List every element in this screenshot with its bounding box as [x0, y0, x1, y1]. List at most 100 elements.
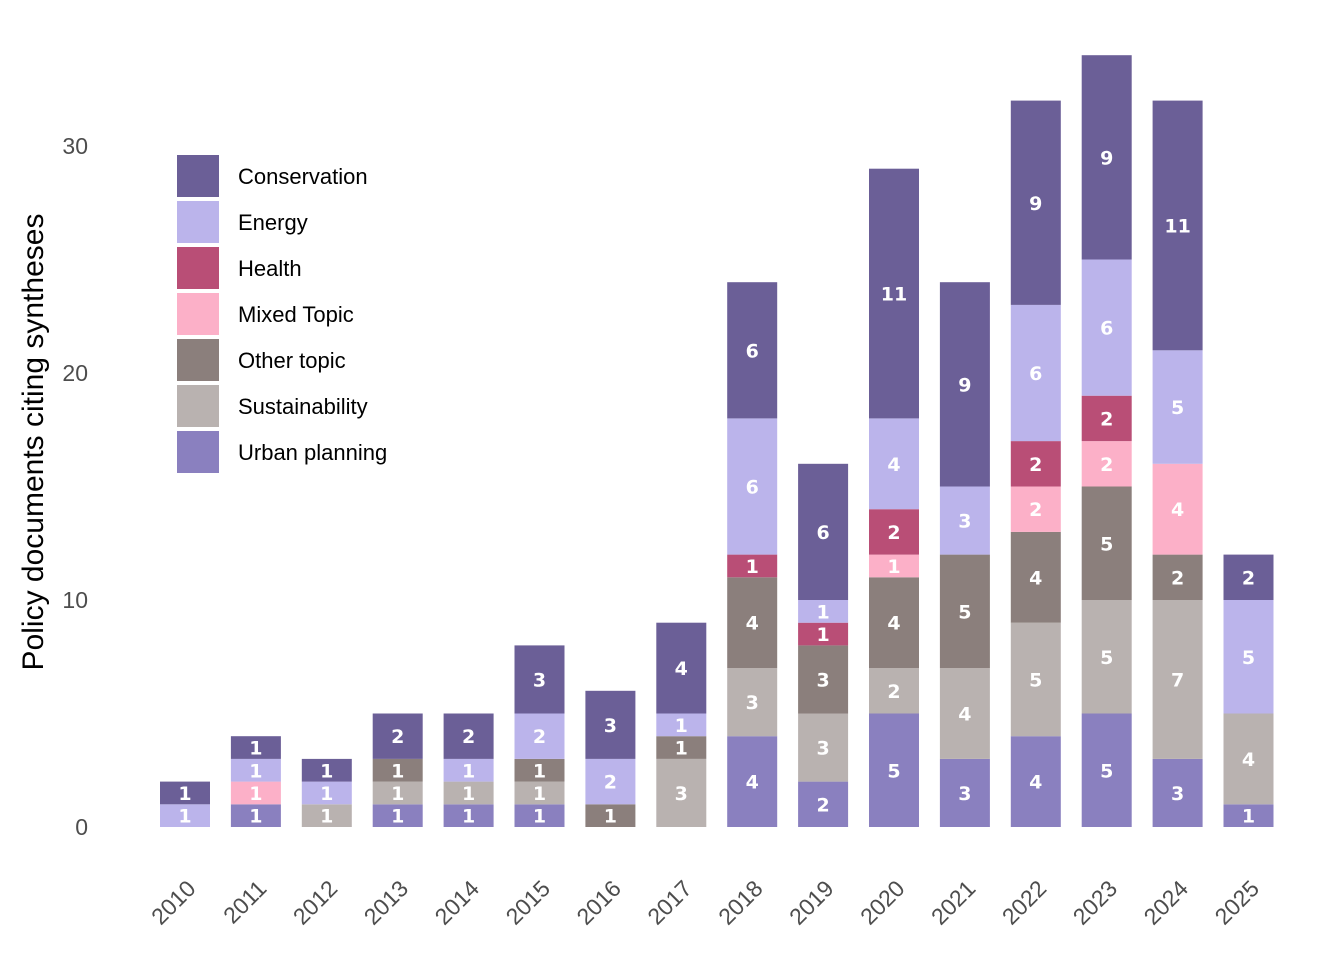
- data-label: 6: [1100, 318, 1113, 340]
- bar-segment-conservation-2017: [656, 622, 707, 714]
- bar-segment-conservation-2015: [514, 645, 565, 714]
- data-label: 3: [958, 511, 971, 533]
- data-label: 5: [1171, 397, 1184, 419]
- data-label: 1: [887, 556, 900, 578]
- bar-segment-sustainability-2025: [1223, 713, 1274, 805]
- data-label: 1: [178, 783, 191, 805]
- data-label: 5: [1100, 760, 1113, 782]
- bar-segment-urban-planning-2021: [939, 758, 990, 827]
- data-label: 1: [533, 806, 546, 828]
- data-label: 2: [391, 726, 404, 748]
- bar-segment-sustainability-2020: [869, 668, 919, 714]
- data-label: 1: [462, 783, 475, 805]
- bar-segment-energy-2021: [939, 486, 990, 555]
- data-label: 1: [604, 806, 617, 828]
- data-label: 2: [533, 726, 546, 748]
- bar-segment-other-topic-2013: [372, 758, 423, 782]
- bar-segment-urban-planning-2014: [443, 804, 494, 827]
- data-label: 4: [746, 772, 759, 794]
- data-label: 5: [1100, 647, 1113, 669]
- bar-segment-sustainability-2012: [301, 804, 352, 827]
- bar-segment-energy-2019: [798, 600, 849, 623]
- data-label: 1: [1242, 806, 1255, 828]
- x-tick-label: 2019: [784, 875, 839, 930]
- x-tick-label: 2016: [571, 875, 626, 930]
- bar-segment-energy-2010: [160, 804, 210, 827]
- data-label: 1: [462, 806, 475, 828]
- legend-swatch: [177, 339, 219, 381]
- bar-segment-urban-planning-2025: [1223, 804, 1274, 827]
- bar-segment-mixed-topic-2020: [869, 554, 919, 578]
- legend-label: Sustainability: [238, 394, 368, 419]
- legend-label: Urban planning: [238, 440, 387, 465]
- legend-label: Energy: [238, 210, 308, 235]
- bar-segment-energy-2020: [869, 418, 919, 510]
- bars-layer: [160, 55, 1274, 827]
- data-label: 9: [1029, 193, 1042, 215]
- data-label: 5: [958, 601, 971, 623]
- bar-segment-sustainability-2019: [798, 713, 849, 782]
- bar-segment-conservation-2018: [727, 282, 778, 419]
- x-tick-label: 2015: [500, 875, 555, 930]
- data-label: 4: [746, 613, 759, 635]
- bar-segment-conservation-2013: [372, 713, 423, 759]
- bar-segment-urban-planning-2013: [372, 804, 423, 827]
- bar-segment-conservation-2010: [160, 781, 210, 805]
- data-label: 3: [816, 738, 829, 760]
- x-tick-label: 2023: [1068, 875, 1123, 930]
- bar-segment-mixed-topic-2011: [230, 781, 281, 805]
- x-tick-label: 2010: [146, 875, 201, 930]
- bar-segment-mixed-topic-2022: [1010, 486, 1061, 532]
- data-label: 9: [958, 374, 971, 396]
- data-label: 7: [1171, 669, 1184, 691]
- bar-segment-conservation-2020: [869, 168, 919, 419]
- data-label: 3: [675, 783, 688, 805]
- data-label: 3: [746, 692, 759, 714]
- data-label: 2: [462, 726, 475, 748]
- data-label: 6: [816, 522, 829, 544]
- data-label: 1: [178, 806, 191, 828]
- legend-label: Other topic: [238, 348, 346, 373]
- y-tick-label: 30: [62, 133, 88, 159]
- data-label: 4: [1171, 499, 1184, 521]
- bar-segment-other-topic-2019: [798, 645, 849, 714]
- bar-segment-energy-2014: [443, 758, 494, 782]
- data-label: 11: [881, 284, 907, 306]
- bar-segment-sustainability-2013: [372, 781, 423, 805]
- data-label: 9: [1100, 147, 1113, 169]
- bar-segment-other-topic-2017: [656, 736, 707, 759]
- data-label: 2: [1100, 454, 1113, 476]
- bar-segment-urban-planning-2022: [1010, 736, 1061, 827]
- bar-segment-sustainability-2022: [1010, 622, 1061, 737]
- bar-segment-urban-planning-2020: [869, 713, 919, 827]
- data-label: 1: [320, 760, 333, 782]
- legend-swatch: [177, 155, 219, 197]
- data-label: 2: [887, 681, 900, 703]
- data-label: 4: [958, 704, 971, 726]
- bar-segment-urban-planning-2019: [798, 781, 849, 827]
- bar-segment-energy-2022: [1010, 304, 1061, 442]
- bar-segment-energy-2017: [656, 713, 707, 737]
- bar-segment-mixed-topic-2023: [1081, 441, 1132, 487]
- x-tick-label: 2017: [642, 875, 697, 930]
- data-label: 2: [1029, 499, 1042, 521]
- x-tick-label: 2024: [1139, 875, 1194, 930]
- bar-segment-urban-planning-2024: [1152, 758, 1203, 827]
- bar-segment-urban-planning-2011: [230, 804, 281, 827]
- x-axis-ticks: 2010 2011 2012 2013 2014 2015 2016 2017 2018 2019…: [146, 875, 1264, 930]
- data-label: 4: [887, 613, 900, 635]
- bar-segment-health-2023: [1081, 395, 1132, 442]
- data-label: 4: [1029, 567, 1042, 589]
- data-labels-layer: 1111111111112111211123123311443416623311…: [178, 147, 1255, 827]
- data-label: 5: [1029, 669, 1042, 691]
- y-axis-title: Policy documents citing syntheses: [17, 214, 50, 671]
- bar-segment-other-topic-2022: [1010, 531, 1061, 623]
- data-label: 6: [746, 340, 759, 362]
- bar-segment-sustainability-2024: [1152, 600, 1203, 759]
- data-label: 1: [249, 738, 262, 760]
- data-label: 1: [816, 601, 829, 623]
- data-label: 2: [1171, 567, 1184, 589]
- x-tick-label: 2014: [430, 875, 485, 930]
